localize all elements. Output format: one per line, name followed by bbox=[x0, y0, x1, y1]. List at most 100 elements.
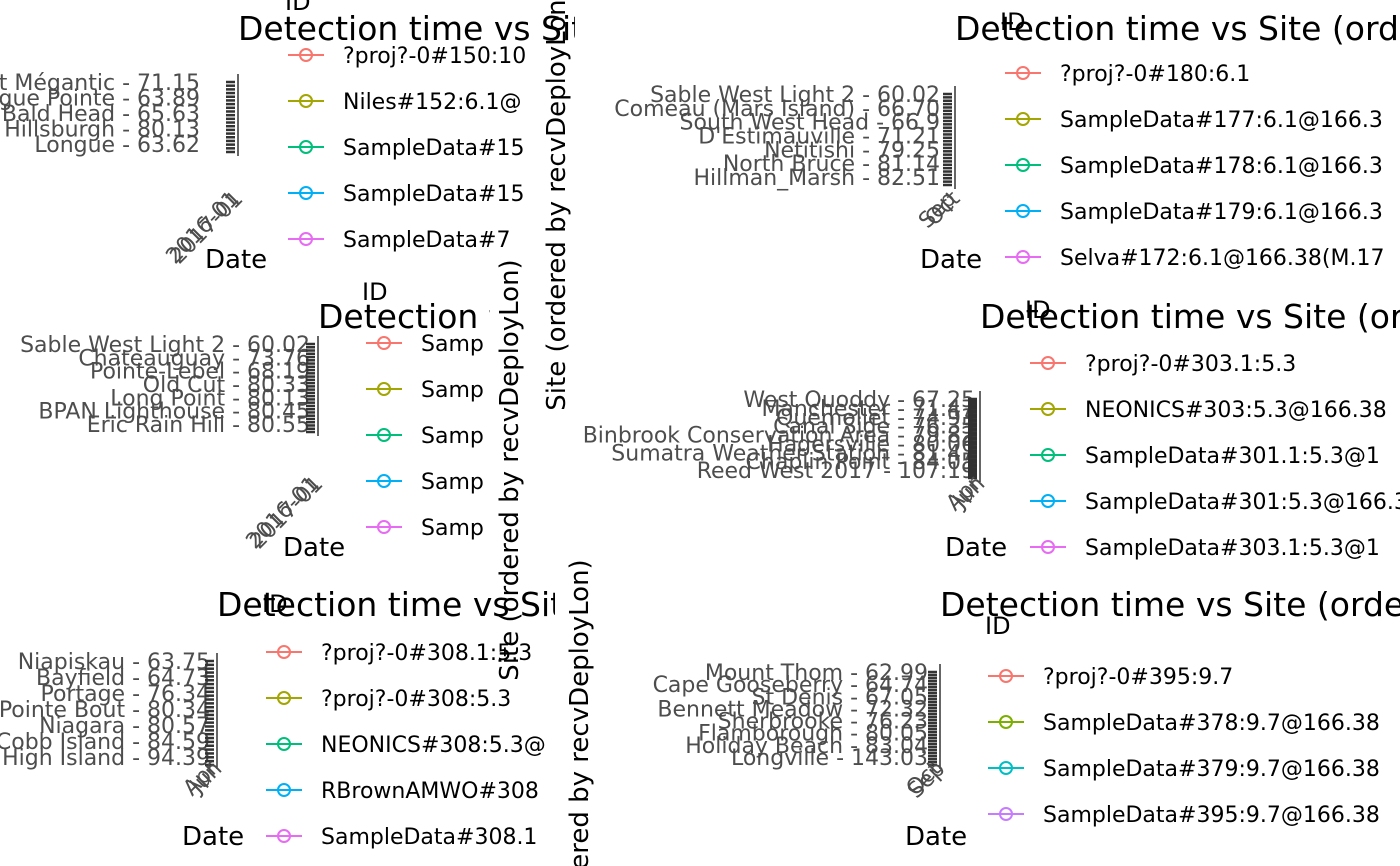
legend-title: ID bbox=[985, 612, 1011, 640]
site-tick-label: Binbrook Conservation Area - 79.82 bbox=[583, 424, 975, 449]
site-tick-label: Cobb Island - 84.59 bbox=[0, 730, 210, 755]
facet-title: Detection time vs Site (ordered by recvD… bbox=[980, 297, 1400, 336]
site-tick-label: Bald Head - 65.63 bbox=[2, 102, 200, 127]
site-tick-label: Bennett Meadow - 72.32 bbox=[657, 697, 928, 722]
legend-key-point bbox=[1016, 158, 1030, 172]
x-axis-label: Date bbox=[945, 533, 1007, 563]
site-tick-label: Niapiskau - 63.75 bbox=[18, 650, 210, 675]
site-tick-label: Eric Rain Hill - 80.55 bbox=[87, 413, 310, 438]
legend-key-point bbox=[377, 474, 391, 488]
site-tick-label: Flamborough - 80.05 bbox=[698, 722, 928, 747]
legend-key-point bbox=[277, 829, 291, 843]
legend-key-point bbox=[999, 807, 1013, 821]
legend-label: NEONICS#308:5.3@ bbox=[321, 733, 546, 758]
legend-key-point bbox=[999, 715, 1013, 729]
legend-label: Niles#152:6.1@ bbox=[343, 90, 522, 115]
legend-label: ?proj?-0#180:6.1 bbox=[1060, 62, 1250, 87]
legend-key-point bbox=[1016, 204, 1030, 218]
legend-label: RBrownAMWO#308 bbox=[321, 779, 539, 804]
legend-title: ID bbox=[1000, 8, 1026, 36]
legend-title: ID bbox=[1025, 296, 1051, 324]
legend-label: ?proj?-0#303.1:5.3 bbox=[1085, 352, 1296, 377]
legend-label: SampleData#7 bbox=[343, 228, 510, 253]
shared-y-axis-label-bottom: Site (ordered by recvDeployLon) bbox=[565, 559, 595, 866]
site-tick-label: North Bruce - 81.14 bbox=[723, 152, 940, 177]
facet-title: Detection time vs Site (ordered by recvD… bbox=[318, 297, 1156, 336]
site-tick-label: Chaplin Point - 84.05 bbox=[746, 450, 975, 475]
legend-title: ID bbox=[362, 278, 388, 306]
site-tick-label: Hagersville - 80.06 bbox=[767, 432, 975, 457]
legend-key-point bbox=[1016, 250, 1030, 264]
site-tick-label: Longue Pointe - 63.89 bbox=[0, 87, 200, 112]
legend-key-point bbox=[277, 737, 291, 751]
site-tick-label: Bayfield - 64.73 bbox=[36, 666, 210, 691]
legend-label: Samp bbox=[421, 516, 484, 541]
legend-label: Samp bbox=[421, 378, 484, 403]
site-tick-label: Cape Gooseberry - 64.74 bbox=[653, 673, 928, 698]
legend-label: SampleData#15 bbox=[343, 182, 524, 207]
site-tick-label: Quemollet - 74.93 bbox=[776, 406, 975, 431]
site-tick-label: Comeau (Mars Island) - 66.70 bbox=[614, 97, 940, 122]
facet-title: Detection time vs Site (ordered by recvD… bbox=[940, 585, 1400, 624]
legend-key-point bbox=[299, 48, 313, 62]
facet-title: Detection time vs Site (ordered by recvD… bbox=[238, 9, 1076, 48]
legend-label: SampleData#301.1:5.3@1 bbox=[1085, 444, 1380, 469]
legend-label: NEONICS#303:5.3@166.38 bbox=[1085, 398, 1387, 423]
legend-key-point bbox=[377, 520, 391, 534]
shared-y-axis-label-top: Site (ordered by recvDeployLon) bbox=[542, 0, 572, 411]
x-axis-label: Date bbox=[905, 822, 967, 852]
legend-key-point bbox=[377, 428, 391, 442]
legend-title: ID bbox=[262, 590, 288, 618]
site-tick-label: Reed West 2017 - 107.19 bbox=[697, 459, 975, 484]
legend-label: Samp bbox=[421, 424, 484, 449]
legend-key-point bbox=[277, 645, 291, 659]
site-tick-label: Canal Side - 76.35 bbox=[773, 415, 975, 440]
legend-label: SampleData#177:6.1@166.3 bbox=[1060, 108, 1383, 133]
site-tick-label: Mont Mégantic - 71.15 bbox=[0, 71, 200, 96]
site-tick-label: Long Point - 80.13 bbox=[110, 386, 310, 411]
legend-label: SampleData#178:6.1@166.3 bbox=[1060, 154, 1383, 179]
site-tick-label: Hillman_Marsh - 82.51 bbox=[693, 166, 940, 191]
legend-label: SampleData#308.1 bbox=[321, 825, 537, 850]
site-tick-label: Netitishi - 79.25 bbox=[764, 138, 940, 163]
x-axis-label: Date bbox=[182, 822, 244, 852]
site-tick-label: Sable West Light 2 - 60.02 bbox=[650, 83, 940, 108]
site-tick-label: St Denis - 67.05 bbox=[752, 685, 928, 710]
site-tick-label: Longue - 63.62 bbox=[34, 133, 200, 158]
legend-label: SampleData#179:6.1@166.3 bbox=[1060, 200, 1383, 225]
legend-title: ID bbox=[285, 0, 311, 16]
legend-key-point bbox=[299, 232, 313, 246]
shared-y-axis-label-mid: Site (ordered by recvDeployLon) bbox=[495, 259, 525, 680]
site-tick-label: Pointe Bout - 80.34 bbox=[0, 698, 210, 723]
legend-key-point bbox=[1041, 540, 1055, 554]
legend-key-point bbox=[277, 783, 291, 797]
legend-key-point bbox=[377, 336, 391, 350]
site-tick-label: Longville - 143.03 bbox=[731, 746, 928, 771]
legend-key-point bbox=[1041, 494, 1055, 508]
x-axis-label: Date bbox=[283, 533, 345, 563]
site-tick-label: South West Head - 66.9 bbox=[680, 111, 940, 136]
legend-key-point bbox=[1041, 448, 1055, 462]
site-tick-label: Holiday Beach - 83.04 bbox=[685, 734, 928, 759]
legend-key-point bbox=[299, 140, 313, 154]
facet-panel-2: Detection time vs Site (ordered by recvD… bbox=[614, 8, 1400, 275]
site-tick-label: Pointe-Lebel - 68.19 bbox=[90, 360, 310, 385]
site-tick-label: Sherbrooke - 76.23 bbox=[718, 710, 928, 735]
x-axis-label: Date bbox=[920, 245, 982, 275]
site-tick-label: Sumatra Weather Station - 81.47 bbox=[611, 441, 975, 466]
legend-key-point bbox=[999, 669, 1013, 683]
facet-panel-6: Detection time vs Site (ordered by recvD… bbox=[653, 585, 1400, 852]
site-tick-label: West Quoddy - 67.25 bbox=[743, 388, 975, 413]
legend-key-point bbox=[999, 761, 1013, 775]
legend-label: SampleData#379:9.7@166.38 bbox=[1043, 757, 1380, 782]
site-tick-label: D'Estimauville - 71.21 bbox=[698, 125, 940, 150]
legend-label: SampleData#301:5.3@166.38 bbox=[1085, 490, 1400, 515]
legend-label: SampleData#378:9.7@166.38 bbox=[1043, 711, 1380, 736]
legend-key-point bbox=[277, 691, 291, 705]
legend-label: ?proj?-0#150:10 bbox=[343, 44, 526, 69]
site-tick-label: Niagara - 80.57 bbox=[39, 714, 210, 739]
legend-key-point bbox=[1016, 112, 1030, 126]
site-tick-label: High Island - 94.39 bbox=[2, 746, 210, 771]
legend-label: SampleData#395:9.7@166.38 bbox=[1043, 803, 1380, 828]
facet-panel-5: Detection time vs Site (ordered by recvD… bbox=[0, 585, 555, 852]
